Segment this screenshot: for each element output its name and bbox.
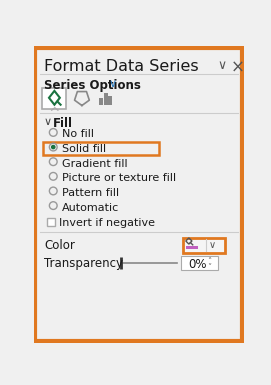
Text: 0%: 0%	[188, 258, 207, 271]
Text: Gradient fill: Gradient fill	[62, 159, 127, 169]
Bar	[99, 98, 103, 105]
Text: Picture or texture fill: Picture or texture fill	[62, 173, 176, 183]
Text: Format Data Series: Format Data Series	[44, 59, 199, 74]
FancyBboxPatch shape	[43, 142, 159, 155]
Text: Automatic: Automatic	[62, 203, 119, 213]
Text: Transparency: Transparency	[44, 257, 123, 270]
Text: Pattern fill: Pattern fill	[62, 188, 119, 198]
Bar	[108, 96, 112, 105]
Text: Fill: Fill	[53, 117, 73, 130]
FancyBboxPatch shape	[181, 256, 218, 270]
Text: ∨: ∨	[108, 79, 117, 89]
Text: Solid fill: Solid fill	[62, 144, 106, 154]
Text: Color: Color	[44, 239, 75, 252]
Text: ˅: ˅	[208, 263, 212, 271]
FancyBboxPatch shape	[36, 48, 242, 341]
Text: ∨: ∨	[209, 240, 216, 250]
Circle shape	[51, 145, 56, 149]
FancyBboxPatch shape	[42, 88, 66, 109]
Bar	[104, 93, 108, 105]
Text: Invert if negative: Invert if negative	[59, 218, 156, 228]
Bar	[47, 218, 55, 226]
FancyBboxPatch shape	[183, 238, 225, 253]
Text: ∨: ∨	[44, 117, 52, 127]
Text: ×: ×	[231, 59, 245, 77]
Text: Series Options: Series Options	[44, 79, 141, 92]
Text: No fill: No fill	[62, 129, 94, 139]
Text: ∨: ∨	[218, 59, 227, 72]
Text: ˄: ˄	[208, 257, 212, 266]
Bar	[186, 246, 198, 249]
